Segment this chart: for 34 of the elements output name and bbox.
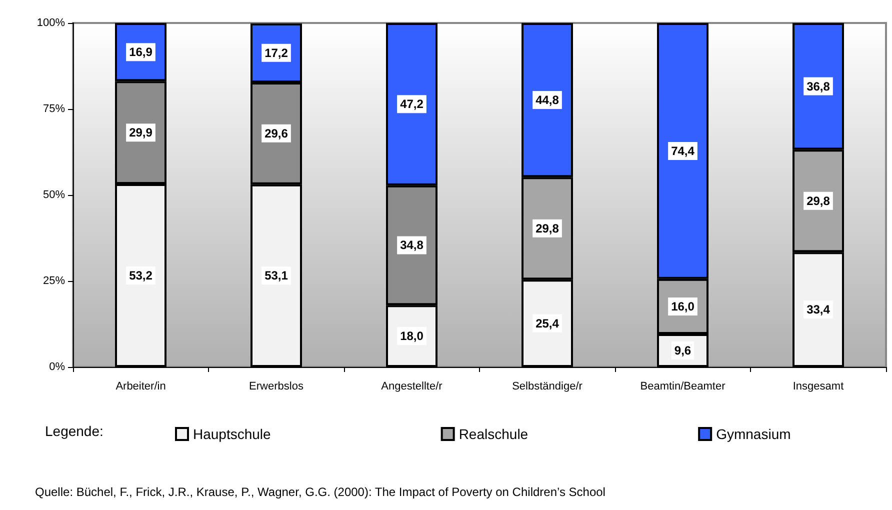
data-label: 29,8 [536, 221, 560, 236]
legend-label: Hauptschule [193, 426, 272, 442]
data-label: 33,4 [806, 302, 830, 317]
x-tick-label: Selbständige/r [512, 380, 583, 392]
legend-label: Realschule [458, 426, 528, 442]
data-label: 29,6 [264, 126, 288, 140]
legend-title: Legende: [45, 423, 104, 439]
data-label: 9,6 [674, 343, 692, 358]
x-tick-label: Angestellte/r [381, 380, 443, 392]
legend-label: Gymnasium [716, 426, 791, 442]
data-label: 36,8 [806, 79, 830, 94]
y-tick-label: 100% [36, 17, 66, 29]
data-label: 25,4 [536, 316, 560, 330]
data-label: 18,0 [400, 329, 424, 344]
source-note: Quelle: Büchel, F., Frick, J.R., Krause, P., Wagner, G.G. (2000): The Impact of Poverty on Children’s School [35, 485, 606, 499]
data-label: 53,1 [264, 268, 288, 283]
x-tick-label: Arbeiter/in [116, 380, 166, 392]
y-tick-label: 25% [42, 275, 66, 287]
data-label: 44,8 [536, 93, 560, 108]
data-label: 29,8 [806, 194, 830, 208]
x-tick-label: Beamtin/Beamter [640, 380, 726, 392]
data-label: 47,2 [400, 97, 424, 112]
x-tick-label: Erwerbslos [249, 380, 304, 392]
data-label: 53,2 [129, 268, 153, 282]
data-label: 17,2 [264, 46, 288, 60]
data-label: 29,9 [129, 126, 153, 140]
y-tick-label: 75% [42, 103, 66, 115]
x-tick-label: Insgesamt [792, 380, 844, 392]
y-tick-label: 0% [49, 361, 66, 373]
data-label: 34,8 [400, 238, 424, 252]
data-label: 74,4 [671, 144, 695, 158]
data-label: 16,9 [129, 45, 153, 60]
data-label: 16,0 [671, 299, 695, 314]
y-tick-label: 50% [42, 189, 66, 201]
